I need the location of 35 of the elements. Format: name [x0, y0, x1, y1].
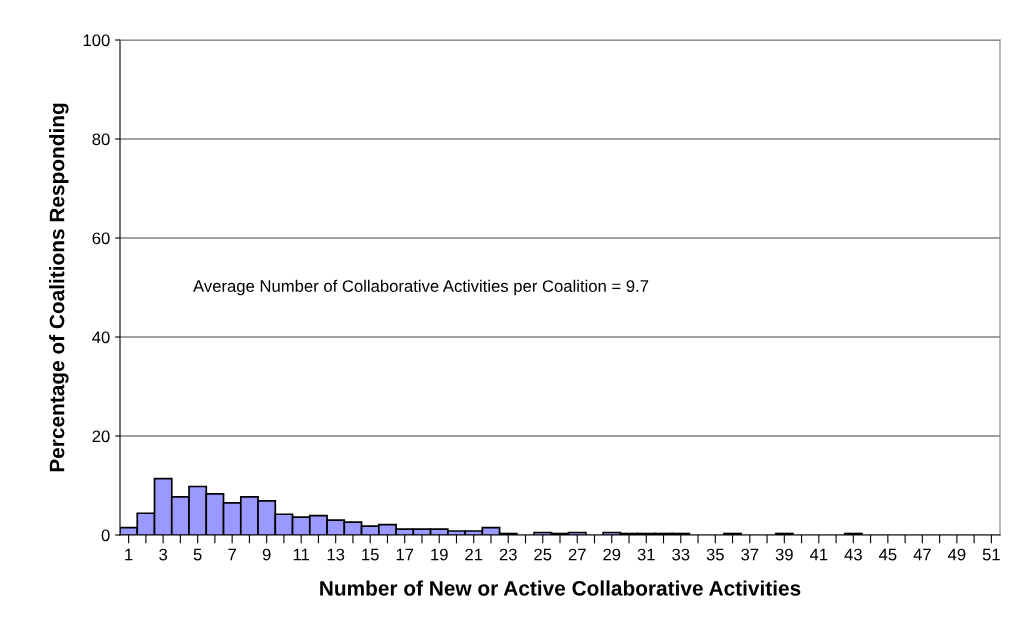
x-tick-label: 13 — [327, 548, 345, 561]
x-axis-title: Number of New or Active Collaborative Activities — [320, 580, 801, 596]
x-tick-label: 37 — [741, 548, 759, 561]
x-tick-label: 39 — [775, 548, 793, 561]
y-tick-label: 20 — [92, 430, 110, 443]
x-tick-label: 35 — [706, 548, 724, 561]
y-tick-label: 60 — [92, 232, 110, 245]
x-tick-label: 19 — [431, 548, 448, 561]
x-tick-label: 29 — [603, 548, 621, 561]
x-tick-label: 25 — [534, 548, 552, 561]
x-tick-label: 1 — [125, 548, 133, 561]
annotation: Average Number of Collaborative Activities per Coalition = 9.7 — [193, 279, 649, 296]
x-tick-label: 27 — [568, 548, 586, 561]
y-tick-label: 100 — [83, 34, 110, 47]
x-tick-label: 23 — [499, 548, 517, 561]
x-tick-label: 3 — [159, 548, 168, 561]
x-tick-label: 43 — [844, 548, 862, 561]
x-tick-label: 47 — [913, 548, 931, 561]
x-tick-label: 15 — [362, 548, 379, 561]
x-tick-label: 33 — [672, 548, 690, 561]
y-axis-title: Percentage of Coalitions Responding — [49, 103, 69, 472]
x-tick-label: 31 — [637, 548, 655, 561]
x-tick-label: 7 — [228, 548, 236, 561]
x-tick-label: 17 — [396, 548, 414, 561]
x-tick-label: 5 — [193, 548, 202, 561]
y-tick-label: 40 — [92, 331, 110, 344]
x-tick-label: 45 — [878, 548, 897, 561]
x-tick-label: 49 — [947, 548, 966, 561]
x-tick-label: 9 — [262, 548, 271, 561]
x-tick-label: 41 — [809, 548, 828, 561]
x-tick-label: 51 — [982, 548, 1000, 561]
x-tick-label: 21 — [465, 548, 483, 561]
x-tick-label: 11 — [293, 548, 310, 561]
y-tick-label: 0 — [101, 529, 110, 542]
y-tick-label: 80 — [92, 133, 110, 146]
